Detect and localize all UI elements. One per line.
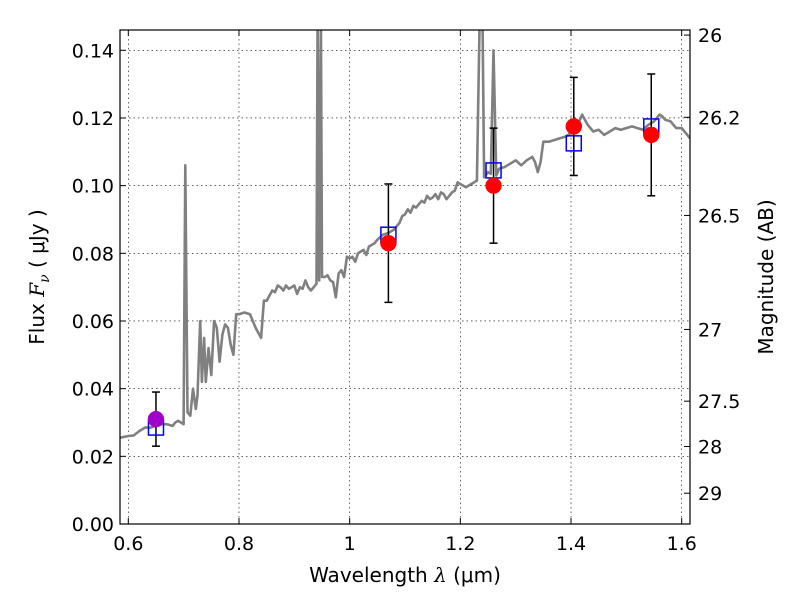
observed-photometry-layer [147,118,660,428]
observed-photometry-point [147,410,165,428]
observed-photometry-point [565,118,583,135]
y2-tick-label: 26.5 [698,205,740,227]
y-tick-label: 0.04 [72,379,114,401]
y-tick-label: 0.12 [72,108,114,130]
observed-photometry-point [485,177,502,194]
y-tick-label: 0.14 [72,40,114,62]
x-tick-label: 0.6 [113,533,143,555]
y2-tick-label: 26.2 [698,107,740,129]
spectrum-layer [120,30,690,439]
y2-tick-label: 27 [698,319,722,341]
y-tick-label: 0.06 [72,311,114,333]
y-tick-label: 0.10 [72,176,114,198]
y2-tick-label: 29 [698,483,722,505]
y2-tick-label: 27.5 [698,391,740,413]
y2-tick-label: 28 [698,437,722,459]
x-tick-label: 1.4 [556,533,586,555]
y-tick-label: 0.00 [72,514,114,536]
model-photometry-square [565,135,583,152]
x-tick-label: 0.8 [224,533,254,555]
ticks [120,30,690,525]
x-axis-title: Wavelength λ (μm) [309,563,501,587]
x-tick-label: 1.6 [667,533,697,555]
y2-tick-label: 26 [698,25,722,47]
observed-photometry-point [380,234,397,252]
y-tick-label: 0.02 [72,446,114,468]
y-axis-title: Flux Fν ( μJy ) [25,209,53,344]
tick-labels: 0.6 0.8 1 1.2 1.4 1.6 0.00 0.02 0.04 0.06 0.08 0.10… [72,25,741,555]
plot-frame [119,29,691,525]
plot-background [120,30,690,524]
observed-photometry-point [643,126,660,144]
y-tick-label: 0.08 [72,243,114,265]
y2-axis-title: Magnitude (AB) [754,199,778,354]
x-tick-label: 1.2 [445,533,475,555]
x-tick-label: 1 [344,533,356,555]
model-spectrum-line [120,30,690,439]
